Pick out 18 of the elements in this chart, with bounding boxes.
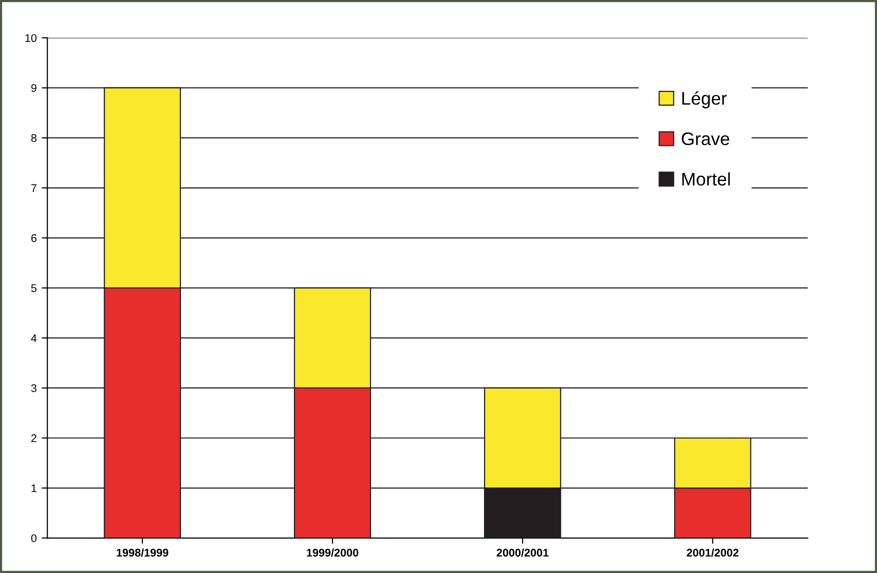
x-tick-label: 1998/1999 [116,548,168,557]
y-tick-label: 4 [31,334,37,342]
y-tick-label: 3 [31,384,36,392]
y-tick-label: 8 [31,134,36,142]
x-tick-label: 2001/2002 [686,548,738,557]
x-tick-label: 1999/2000 [306,548,358,557]
y-tick-label: 9 [31,84,36,92]
x-tick-label: 2000/2001 [496,548,549,557]
y-tick-label: 7 [31,184,36,192]
y-tick-label: 2 [31,434,36,442]
legend-label: Léger [682,91,727,108]
y-tick-label: 6 [31,234,36,242]
legend-label: Mortel [682,172,730,186]
legend-label: Grave [682,132,730,146]
y-tick-label: 0 [31,534,37,542]
y-tick-label: 10 [25,34,37,42]
y-tick-label: 1 [32,484,36,492]
y-tick-label: 5 [31,284,36,292]
